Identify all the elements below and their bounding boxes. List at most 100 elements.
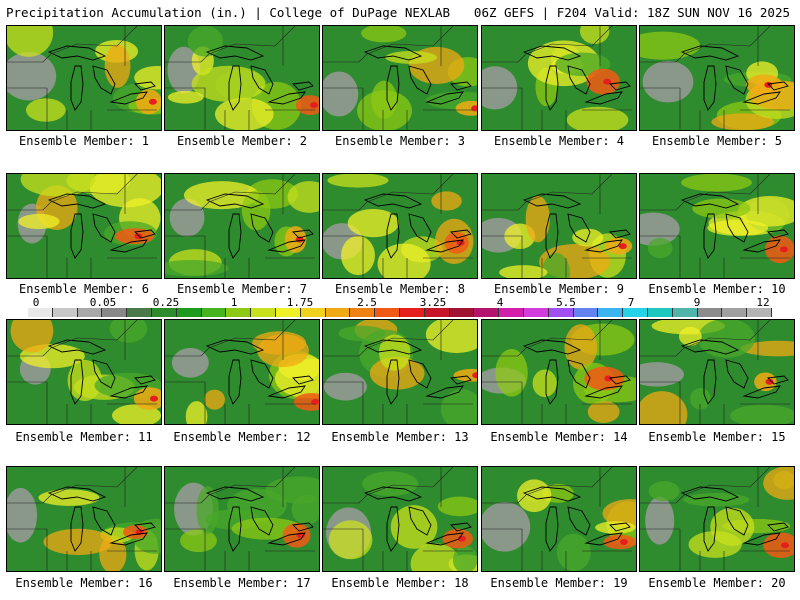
precip-contour <box>20 174 96 197</box>
colorbar-segment <box>52 308 78 317</box>
precip-contour <box>648 481 680 501</box>
precip-contour <box>410 543 461 571</box>
lake-huron-outline <box>408 506 432 536</box>
precip-contour <box>763 467 794 500</box>
precip-map <box>640 26 794 130</box>
lake-erie-outline <box>584 385 623 399</box>
precip-contour <box>640 391 688 424</box>
precip-contour <box>532 369 557 398</box>
ensemble-member-map <box>6 466 162 572</box>
ensemble-member-caption: Ensemble Member: 16 <box>15 576 153 590</box>
country-border <box>683 320 771 349</box>
ensemble-member-map <box>639 25 795 131</box>
colorbar-segment <box>226 308 252 317</box>
state-border <box>323 528 364 571</box>
country-border <box>208 174 296 203</box>
heavy-precip-max <box>604 375 613 382</box>
lake-huron-outline <box>408 359 432 389</box>
lake-erie-outline <box>425 239 464 253</box>
colorbar-label: 7 <box>627 296 635 309</box>
country-border <box>366 174 454 203</box>
lake-huron-outline <box>567 213 591 243</box>
precip-contour <box>274 358 319 399</box>
ensemble-member-map <box>481 466 637 572</box>
lake-huron-outline <box>725 65 749 95</box>
lake-huron-outline <box>92 359 116 389</box>
precip-contour <box>10 320 54 353</box>
state-border <box>482 53 527 63</box>
country-border <box>208 26 296 55</box>
colorbar-label: 5.5 <box>556 296 576 309</box>
lake-erie-outline <box>109 239 148 253</box>
country-border <box>50 26 138 55</box>
lake-michigan-outline <box>703 359 717 405</box>
heavy-precip-max <box>311 398 319 405</box>
precip-contour <box>690 387 711 410</box>
precip-contour <box>341 235 375 276</box>
colorbar-segment <box>350 308 376 317</box>
lake-erie-outline <box>584 532 623 546</box>
precip-contour <box>187 26 224 57</box>
state-border <box>323 53 368 63</box>
precip-contour <box>328 520 373 560</box>
country-border <box>208 320 296 349</box>
colorbar-segment <box>523 308 549 317</box>
lake-erie-outline <box>584 239 623 253</box>
lake-huron-outline <box>92 213 116 243</box>
ensemble-member-caption: Ensemble Member: 20 <box>648 576 786 590</box>
ensemble-member-map <box>639 319 795 425</box>
precip-contour <box>371 80 398 119</box>
ensemble-member-caption: Ensemble Member: 13 <box>331 430 469 444</box>
lake-huron-outline <box>567 506 591 536</box>
ensemble-member-map <box>481 173 637 279</box>
lake-huron-outline <box>725 213 749 243</box>
lake-huron-outline <box>567 359 591 389</box>
lake-michigan-outline <box>228 359 242 405</box>
precip-contour <box>647 237 673 259</box>
precip-contour <box>730 404 794 424</box>
precip-contour <box>180 529 217 553</box>
colorbar-label: 1.75 <box>286 296 314 309</box>
heavy-precip-core <box>603 534 636 550</box>
precip-contour <box>385 51 437 64</box>
ensemble-member-caption: Ensemble Member: 11 <box>15 430 153 444</box>
precip-map <box>7 26 161 130</box>
lake-erie-outline <box>425 385 464 399</box>
dry-area-shading <box>169 198 205 237</box>
lake-ontario-outline <box>609 522 631 532</box>
precip-contour <box>377 243 431 278</box>
lake-michigan-outline <box>70 506 84 552</box>
heavy-precip-core <box>453 368 477 382</box>
precip-map <box>482 320 636 424</box>
lake-ontario-outline <box>134 375 156 385</box>
country-border <box>208 467 296 496</box>
state-border <box>482 235 523 278</box>
state-border <box>482 87 523 130</box>
lake-erie-outline <box>425 532 464 546</box>
precip-contour <box>7 26 54 57</box>
heavy-precip-max <box>603 78 612 85</box>
precip-contour <box>566 106 629 130</box>
lake-erie-outline <box>109 532 148 546</box>
colorbar-segment <box>201 308 227 317</box>
lake-erie-outline <box>267 532 306 546</box>
colorbar-segment <box>300 308 326 317</box>
state-border <box>640 201 685 211</box>
colorbar-segment <box>375 308 400 317</box>
state-border <box>482 201 527 211</box>
ensemble-member-caption: Ensemble Member: 15 <box>648 430 786 444</box>
lake-ontario-outline <box>134 81 156 91</box>
colorbar-segment <box>623 308 648 317</box>
precip-contour <box>431 191 462 211</box>
state-border <box>640 528 681 571</box>
ensemble-member-caption: Ensemble Member: 10 <box>648 282 786 296</box>
heavy-precip-max <box>765 378 774 385</box>
precip-contour <box>711 113 775 130</box>
dry-area-shading <box>645 496 675 545</box>
colorbar-segment <box>449 308 475 317</box>
precip-contour <box>25 98 66 122</box>
precip-map <box>165 320 319 424</box>
ensemble-member-caption: Ensemble Member: 6 <box>18 282 150 296</box>
lake-michigan-outline <box>545 359 559 405</box>
precip-contour <box>556 533 591 571</box>
